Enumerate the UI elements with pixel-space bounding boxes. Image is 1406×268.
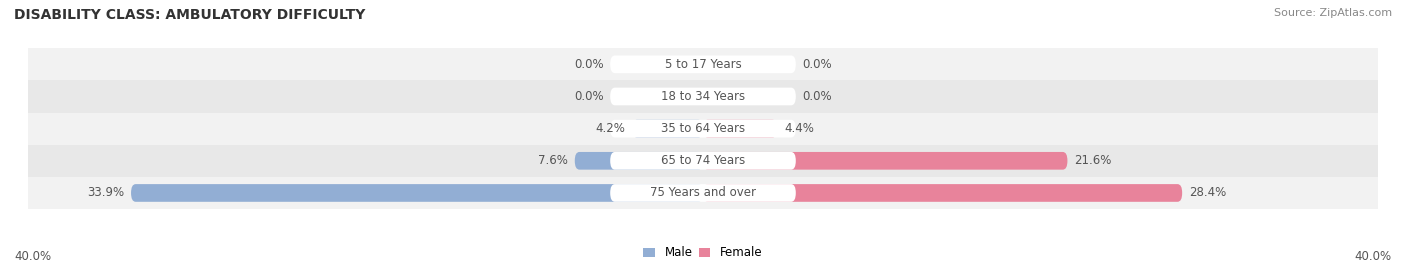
Text: 7.6%: 7.6% [538, 154, 568, 167]
FancyBboxPatch shape [610, 88, 796, 105]
FancyBboxPatch shape [610, 184, 796, 202]
Text: 0.0%: 0.0% [803, 58, 832, 71]
FancyBboxPatch shape [131, 184, 703, 202]
FancyBboxPatch shape [575, 152, 703, 170]
FancyBboxPatch shape [703, 184, 1182, 202]
FancyBboxPatch shape [610, 55, 796, 73]
Text: 0.0%: 0.0% [574, 90, 603, 103]
Text: 40.0%: 40.0% [14, 250, 51, 263]
Text: 65 to 74 Years: 65 to 74 Years [661, 154, 745, 167]
Legend: Male, Female: Male, Female [644, 246, 762, 259]
Text: 0.0%: 0.0% [574, 58, 603, 71]
FancyBboxPatch shape [610, 120, 796, 137]
Bar [28, 145, 1378, 177]
Text: 40.0%: 40.0% [1355, 250, 1392, 263]
FancyBboxPatch shape [610, 152, 796, 170]
Bar [28, 177, 1378, 209]
Text: 28.4%: 28.4% [1189, 187, 1226, 199]
Text: 4.4%: 4.4% [785, 122, 814, 135]
Text: 5 to 17 Years: 5 to 17 Years [665, 58, 741, 71]
Text: 4.2%: 4.2% [596, 122, 626, 135]
Text: 35 to 64 Years: 35 to 64 Years [661, 122, 745, 135]
Text: 75 Years and over: 75 Years and over [650, 187, 756, 199]
Bar [28, 80, 1378, 113]
FancyBboxPatch shape [633, 120, 703, 137]
FancyBboxPatch shape [703, 120, 778, 137]
Text: 33.9%: 33.9% [87, 187, 124, 199]
Text: Source: ZipAtlas.com: Source: ZipAtlas.com [1274, 8, 1392, 18]
Text: 21.6%: 21.6% [1074, 154, 1112, 167]
Text: DISABILITY CLASS: AMBULATORY DIFFICULTY: DISABILITY CLASS: AMBULATORY DIFFICULTY [14, 8, 366, 22]
FancyBboxPatch shape [703, 152, 1067, 170]
Text: 18 to 34 Years: 18 to 34 Years [661, 90, 745, 103]
Bar [28, 113, 1378, 145]
Bar [28, 48, 1378, 80]
Text: 0.0%: 0.0% [803, 90, 832, 103]
